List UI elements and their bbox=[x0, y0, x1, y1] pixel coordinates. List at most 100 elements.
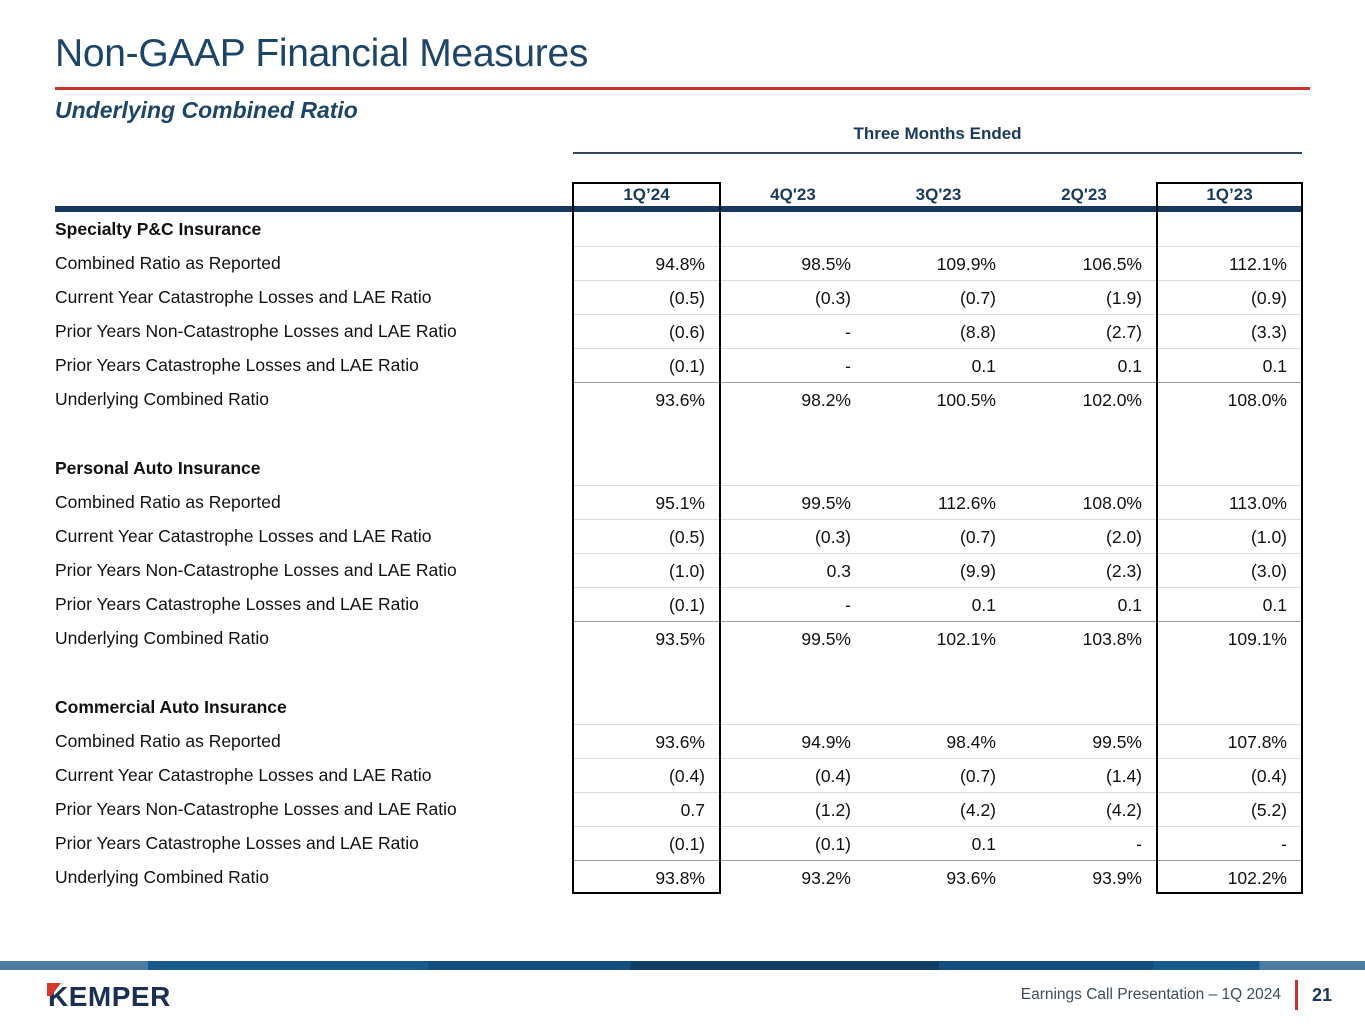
row-label: Prior Years Non-Catastrophe Losses and L… bbox=[55, 560, 457, 580]
cell-value: 0.7 bbox=[573, 792, 720, 827]
cell-value: 94.9% bbox=[720, 724, 866, 759]
empty-cell bbox=[55, 416, 573, 451]
cell-value: - bbox=[720, 348, 866, 383]
cell-value: 94.8% bbox=[573, 246, 720, 281]
cell-value: 102.2% bbox=[1157, 860, 1302, 895]
cell-value: 106.5% bbox=[1011, 246, 1157, 281]
column-header-3q23: 3Q'23 bbox=[915, 185, 962, 204]
section-header-row: Personal Auto Insurance bbox=[55, 451, 1302, 485]
cell-value: - bbox=[1011, 826, 1157, 861]
cell-value: (1.2) bbox=[720, 792, 866, 827]
row-label: Prior Years Non-Catastrophe Losses and L… bbox=[55, 799, 457, 819]
cell-value: (0.6) bbox=[573, 314, 720, 349]
empty-cell bbox=[1157, 655, 1302, 690]
ratio-table: Specialty P&C Insurance Combined Ratio as… bbox=[55, 212, 1302, 894]
cell-value: (0.7) bbox=[866, 758, 1011, 793]
empty-cell bbox=[1011, 451, 1157, 485]
cell-value: (8.8) bbox=[866, 314, 1011, 349]
cell-value: 109.1% bbox=[1157, 621, 1302, 656]
cell-value: (0.4) bbox=[1157, 758, 1302, 793]
cell-value: (0.1) bbox=[573, 587, 720, 622]
cell-value: 103.8% bbox=[1011, 621, 1157, 656]
cell-value: 99.5% bbox=[720, 621, 866, 656]
row-label: Underlying Combined Ratio bbox=[55, 867, 269, 887]
table-row: Combined Ratio as Reported 94.8% 98.5% 109.… bbox=[55, 246, 1302, 280]
cell-value: 0.1 bbox=[866, 348, 1011, 383]
table-row: Prior Years Non-Catastrophe Losses and L… bbox=[55, 792, 1302, 826]
cell-value: 93.9% bbox=[1011, 860, 1157, 895]
cell-value: 93.2% bbox=[720, 860, 866, 895]
page-subtitle: Underlying Combined Ratio bbox=[55, 97, 358, 123]
spacer-row bbox=[55, 655, 1302, 690]
table-row: Prior Years Catastrophe Losses and LAE R… bbox=[55, 587, 1302, 621]
empty-cell bbox=[1011, 655, 1157, 690]
row-label: Underlying Combined Ratio bbox=[55, 628, 269, 648]
kemper-logo-text: KEMPER bbox=[48, 981, 171, 1012]
cell-value: (0.7) bbox=[866, 280, 1011, 315]
cell-value: 112.1% bbox=[1157, 246, 1302, 281]
empty-cell bbox=[573, 655, 720, 690]
table-row: Underlying Combined Ratio 93.5% 99.5% 102.1… bbox=[55, 621, 1302, 655]
row-label: Combined Ratio as Reported bbox=[55, 253, 281, 273]
section-header-row: Commercial Auto Insurance bbox=[55, 690, 1302, 724]
section-name: Commercial Auto Insurance bbox=[55, 697, 287, 717]
cell-value: (0.4) bbox=[573, 758, 720, 793]
empty-cell bbox=[720, 451, 866, 485]
empty-cell bbox=[720, 655, 866, 690]
spacer-row bbox=[55, 416, 1302, 451]
period-header-rule bbox=[573, 152, 1302, 154]
cell-value: - bbox=[1157, 826, 1302, 861]
cell-value: - bbox=[720, 314, 866, 349]
empty-cell bbox=[1157, 451, 1302, 485]
cell-value: (2.3) bbox=[1011, 553, 1157, 588]
column-header-1q24: 1Q’24 bbox=[623, 185, 670, 204]
empty-cell bbox=[573, 212, 720, 246]
cell-value: 95.1% bbox=[573, 485, 720, 520]
empty-cell bbox=[55, 655, 573, 690]
cell-value: 93.8% bbox=[573, 860, 720, 895]
title-divider bbox=[55, 87, 1310, 90]
column-header-2q23: 2Q'23 bbox=[1061, 185, 1107, 204]
cell-value: 108.0% bbox=[1011, 485, 1157, 520]
column-headers: 1Q’24 4Q'23 3Q'23 2Q'23 1Q’23 bbox=[573, 183, 1302, 206]
cell-value: 0.1 bbox=[1157, 348, 1302, 383]
row-label: Prior Years Catastrophe Losses and LAE R… bbox=[55, 355, 419, 375]
cell-value: (9.9) bbox=[866, 553, 1011, 588]
cell-value: 98.4% bbox=[866, 724, 1011, 759]
kemper-logo: KEMPER bbox=[47, 981, 171, 1012]
cell-value: - bbox=[720, 587, 866, 622]
cell-value: (0.1) bbox=[573, 348, 720, 383]
table-row: Underlying Combined Ratio 93.8% 93.2% 93.6%… bbox=[55, 860, 1302, 894]
empty-cell bbox=[720, 690, 866, 724]
footer-gradient-bar bbox=[0, 961, 1365, 970]
row-label: Current Year Catastrophe Losses and LAE … bbox=[55, 526, 432, 546]
empty-cell bbox=[1157, 690, 1302, 724]
empty-cell bbox=[573, 451, 720, 485]
row-label: Prior Years Catastrophe Losses and LAE R… bbox=[55, 833, 419, 853]
cell-value: (3.3) bbox=[1157, 314, 1302, 349]
footer-caption: Earnings Call Presentation – 1Q 2024 bbox=[1020, 986, 1281, 1003]
table-row: Prior Years Catastrophe Losses and LAE R… bbox=[55, 348, 1302, 382]
table-row: Prior Years Non-Catastrophe Losses and L… bbox=[55, 553, 1302, 587]
cell-value: (0.1) bbox=[573, 826, 720, 861]
empty-cell bbox=[866, 451, 1011, 485]
cell-value: (1.9) bbox=[1011, 280, 1157, 315]
row-label: Prior Years Non-Catastrophe Losses and L… bbox=[55, 321, 457, 341]
cell-value: 102.0% bbox=[1011, 382, 1157, 417]
cell-value: (5.2) bbox=[1157, 792, 1302, 827]
table-row: Combined Ratio as Reported 93.6% 94.9% 98.4… bbox=[55, 724, 1302, 758]
cell-value: 0.3 bbox=[720, 553, 866, 588]
table-row: Combined Ratio as Reported 95.1% 99.5% 112.… bbox=[55, 485, 1302, 519]
table-row: Current Year Catastrophe Losses and LAE … bbox=[55, 758, 1302, 792]
empty-cell bbox=[866, 416, 1011, 451]
page-number: 21 bbox=[1311, 984, 1332, 1005]
cell-value: 100.5% bbox=[866, 382, 1011, 417]
empty-cell bbox=[866, 212, 1011, 246]
section-name: Personal Auto Insurance bbox=[55, 458, 261, 478]
cell-value: 102.1% bbox=[866, 621, 1011, 656]
empty-cell bbox=[1011, 690, 1157, 724]
empty-cell bbox=[866, 690, 1011, 724]
empty-cell bbox=[1011, 416, 1157, 451]
empty-cell bbox=[720, 416, 866, 451]
